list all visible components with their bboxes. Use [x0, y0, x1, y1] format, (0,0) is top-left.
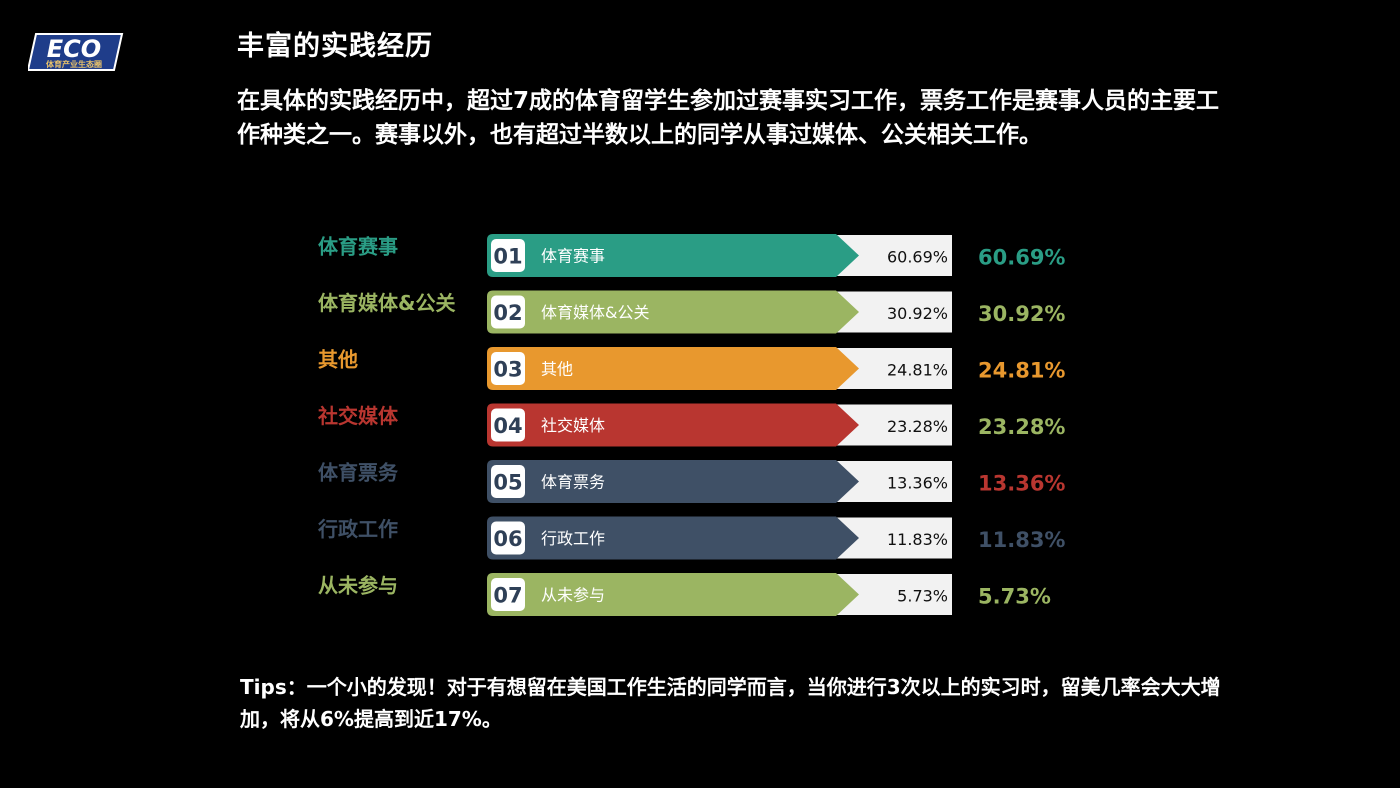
bar [487, 347, 859, 390]
category-label: 其他 [318, 348, 358, 372]
rank-number: 02 [493, 301, 522, 325]
tips-text: Tips：一个小的发现！对于有想留在美国工作生活的同学而言，当你进行3次以上的实… [240, 675, 1221, 731]
category-label: 体育赛事 [318, 235, 398, 259]
rank-badge [491, 408, 525, 442]
rank-number: 04 [493, 414, 522, 438]
bar-label: 其他 [541, 360, 573, 379]
bar-label: 行政工作 [541, 529, 605, 548]
slide-title: 丰富的实践经历 [237, 31, 433, 62]
category-label: 行政工作 [317, 517, 398, 541]
bar-label: 体育媒体&公关 [541, 303, 649, 322]
bar-label: 从未参与 [541, 586, 605, 605]
intro-paragraph: 在具体的实践经历中，超过7成的体育留学生参加过赛事实习工作，票务工作是赛事人员的… [237, 88, 1220, 148]
bar [487, 573, 859, 616]
rank-number: 05 [493, 471, 522, 495]
value-percent: 5.73% [978, 585, 1051, 609]
rank-badge [491, 521, 525, 555]
value-percent: 11.83% [978, 528, 1065, 552]
bar [487, 290, 859, 334]
bar [487, 516, 859, 560]
rank-number: 01 [493, 245, 522, 269]
rank-number: 03 [493, 358, 522, 382]
value-percent: 30.92% [978, 302, 1065, 326]
bar-label: 社交媒体 [541, 416, 605, 435]
rank-badge [491, 295, 525, 329]
category-label: 社交媒体 [317, 404, 399, 428]
rank-badge [491, 578, 525, 611]
category-label: 体育票务 [318, 461, 399, 485]
category-label: 体育媒体&公关 [318, 291, 455, 315]
bar-label: 体育票务 [541, 473, 605, 492]
value-percent: 24.81% [978, 359, 1065, 383]
rank-badge [491, 239, 525, 272]
rank-badge [491, 352, 525, 385]
logo-text: ECO [47, 35, 101, 63]
value-label: 13.36% [887, 474, 948, 493]
rank-number: 06 [493, 527, 522, 551]
value-percent: 13.36% [978, 472, 1065, 496]
value-label: 24.81% [887, 361, 948, 380]
logo-subtitle: 体育产业生态圈 [46, 59, 102, 69]
value-percent: 60.69% [978, 246, 1065, 270]
category-label: 从未参与 [318, 574, 398, 598]
value-label: 60.69% [887, 248, 948, 267]
bar [487, 403, 859, 447]
eco-logo: ECO 体育产业生态圈 [26, 30, 124, 74]
value-percent: 23.28% [978, 415, 1065, 439]
value-label: 11.83% [887, 530, 948, 549]
bar [487, 460, 859, 503]
bar [487, 234, 859, 277]
rank-badge [491, 465, 525, 498]
bar-label: 体育赛事 [541, 247, 605, 266]
value-label: 23.28% [887, 417, 948, 436]
rank-number: 07 [493, 584, 522, 608]
value-label: 5.73% [897, 587, 948, 606]
value-label: 30.92% [887, 304, 948, 323]
